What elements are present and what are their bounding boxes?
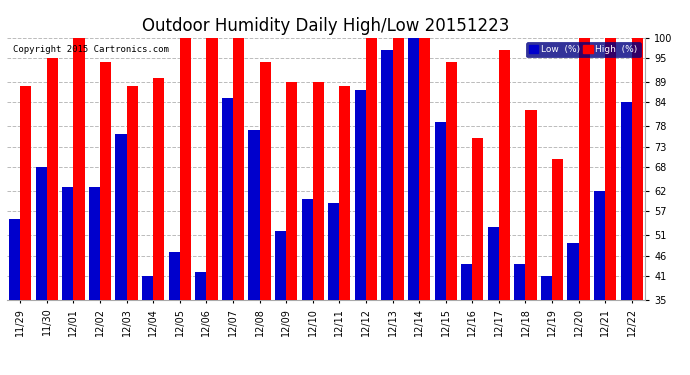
Bar <box>259 62 270 300</box>
Bar <box>461 264 472 300</box>
Bar <box>579 38 590 300</box>
Bar <box>233 38 244 300</box>
Bar <box>115 134 126 300</box>
Bar <box>567 243 579 300</box>
Bar <box>221 98 233 300</box>
Bar <box>366 38 377 300</box>
Bar <box>9 219 20 300</box>
Bar <box>62 187 73 300</box>
Bar <box>552 159 563 300</box>
Bar <box>100 62 111 300</box>
Bar <box>499 50 510 300</box>
Bar <box>419 38 431 300</box>
Bar <box>435 122 446 300</box>
Bar <box>514 264 526 300</box>
Bar <box>339 86 351 300</box>
Legend: Low  (%), High  (%): Low (%), High (%) <box>526 42 640 57</box>
Text: Copyright 2015 Cartronics.com: Copyright 2015 Cartronics.com <box>13 45 169 54</box>
Bar <box>355 90 366 300</box>
Bar <box>594 191 605 300</box>
Bar <box>206 38 217 300</box>
Bar <box>446 62 457 300</box>
Bar <box>393 38 404 300</box>
Bar <box>153 78 164 300</box>
Bar <box>382 50 393 300</box>
Bar <box>180 38 191 300</box>
Bar <box>195 272 206 300</box>
Title: Outdoor Humidity Daily High/Low 20151223: Outdoor Humidity Daily High/Low 20151223 <box>142 16 510 34</box>
Bar <box>488 227 499 300</box>
Bar <box>47 58 58 300</box>
Bar <box>275 231 286 300</box>
Bar <box>168 252 180 300</box>
Bar <box>73 38 85 300</box>
Bar <box>313 82 324 300</box>
Bar <box>36 167 47 300</box>
Bar <box>89 187 100 300</box>
Bar <box>526 110 537 300</box>
Bar <box>126 86 138 300</box>
Bar <box>20 86 31 300</box>
Bar <box>632 38 643 300</box>
Bar <box>472 138 484 300</box>
Bar <box>286 82 297 300</box>
Bar <box>302 199 313 300</box>
Bar <box>408 38 419 300</box>
Bar <box>328 203 339 300</box>
Bar <box>621 102 632 300</box>
Bar <box>142 276 153 300</box>
Bar <box>541 276 552 300</box>
Bar <box>248 130 259 300</box>
Bar <box>605 38 616 300</box>
